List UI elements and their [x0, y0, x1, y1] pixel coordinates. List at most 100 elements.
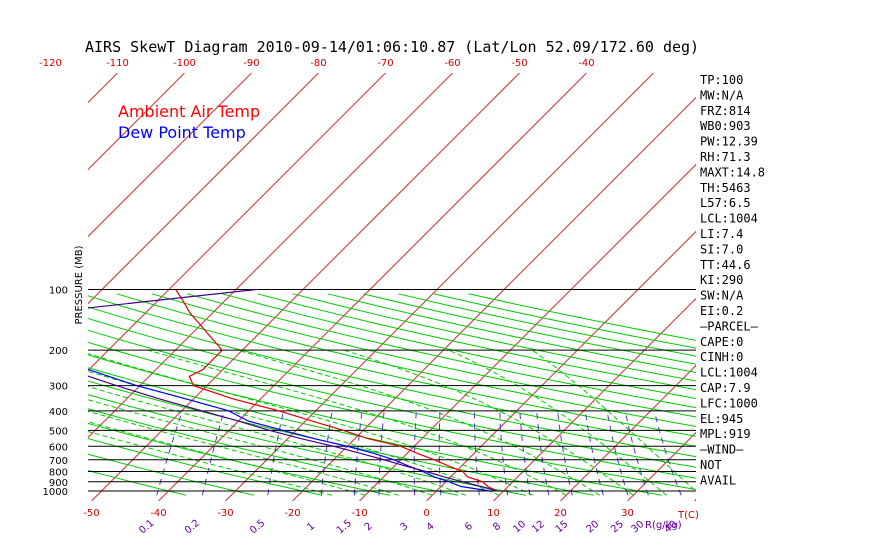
index-line: LCL:1004 [700, 212, 758, 226]
mixing-ratio-tick: 20 [585, 519, 602, 536]
isotherm-line [88, 73, 319, 305]
bottom-temp-tick: -30 [217, 508, 233, 519]
mixing-ratio-tick: 3 [398, 521, 410, 534]
index-line: LI:7.4 [700, 227, 743, 241]
dry-adiabat-line [88, 306, 696, 447]
dry-adiabat-line [88, 453, 255, 496]
index-line: —PARCEL— [700, 319, 759, 333]
dry-adiabat-line [88, 394, 526, 496]
index-line: WB0:903 [700, 119, 751, 133]
mixing-ratio-tick: 10 [511, 519, 528, 536]
dry-adiabat-line [88, 408, 459, 496]
dry-adiabat-line [88, 329, 696, 468]
mixing-ratio-tick: 6 [463, 521, 475, 534]
mixing-ratio-line [156, 410, 183, 496]
mixing-ratio-tick: 0.5 [248, 518, 267, 537]
legend-ambient-air-temp: Ambient Air Temp [118, 102, 260, 121]
isotherm-line [225, 73, 654, 501]
dry-adiabat-line [88, 470, 187, 496]
dry-adiabat-line [257, 293, 696, 391]
isotherm-line [493, 297, 696, 501]
index-line: MPL:919 [700, 427, 751, 441]
bottom-temp-tick: 30 [621, 508, 634, 519]
top-temperature-ticks: -120 -110 -100 -90 -80 -70 -60 -50 -40 [39, 58, 595, 69]
mixing-ratio-line [624, 410, 649, 496]
isotherm-line [829, 73, 870, 501]
legend: Ambient Air Temp Dew Point Temp [118, 102, 260, 142]
pressure-label: 100 [49, 286, 68, 297]
index-line: CINH:0 [700, 350, 743, 364]
index-line: TT:44.6 [700, 258, 751, 272]
dry-adiabat-line [186, 293, 696, 409]
index-line: L57:6.5 [700, 196, 751, 210]
bottom-temp-tick: -40 [150, 508, 166, 519]
isotherm-line [88, 73, 386, 372]
dry-adiabat-line [292, 293, 696, 382]
index-line: NOT [700, 458, 722, 472]
isobar-lines [88, 289, 696, 492]
series-parcel [88, 288, 497, 492]
background-grid [88, 73, 870, 501]
bottom-temp-tick: -20 [284, 508, 300, 519]
dry-adiabat-line [116, 293, 696, 427]
dry-adiabat-line [88, 317, 696, 458]
pressure-label: 800 [49, 467, 68, 478]
mixing-ratio-tick: 0.1 [137, 518, 156, 537]
isotherm-line [359, 163, 696, 501]
index-line: PW:12.39 [700, 135, 758, 149]
moist-adiabat-line [88, 421, 366, 496]
index-line: SW:N/A [700, 289, 744, 303]
index-line: MW:N/A [700, 88, 744, 102]
series-dew-point-temp [88, 368, 491, 492]
bottom-temp-tick: 10 [487, 508, 500, 519]
pressure-label: 500 [49, 426, 68, 437]
index-line: RH:71.3 [700, 150, 751, 164]
mixing-ratio-tick: 25 [609, 519, 626, 536]
moist-adiabat-line [448, 349, 668, 496]
mixing-ratio-line [202, 410, 225, 496]
mixing-ratio-axis-label: R(g/kg) [645, 520, 682, 531]
mixing-ratio-tick: 30 [630, 519, 647, 536]
top-temp-tick: -90 [243, 58, 259, 69]
isotherm-line [88, 73, 185, 171]
pressure-label: 200 [49, 346, 68, 357]
mixing-ratio-tick: 4 [425, 521, 437, 534]
dry-adiabat-line [88, 354, 696, 491]
dry-adiabat-line [88, 438, 323, 496]
mixing-ratio-line [557, 410, 573, 496]
moist-adiabat-line [343, 349, 634, 496]
mixing-ratio-tick: 12 [530, 519, 547, 536]
isotherm-line [91, 73, 520, 501]
top-temp-tick: -80 [310, 58, 326, 69]
top-temp-tick: -110 [106, 58, 129, 69]
pressure-label: 300 [49, 382, 68, 393]
x-axis-label: T(C) [677, 510, 699, 521]
dry-adiabat-line [151, 293, 696, 418]
moist-adiabat-line [88, 399, 433, 496]
top-temp-tick: -50 [511, 58, 527, 69]
pressure-label: 900 [49, 478, 68, 489]
moist-adiabat-line [147, 349, 567, 496]
series-dew-point-thick-segment [12, 325, 26, 346]
pressure-label: 700 [49, 456, 68, 467]
index-line: SI:7.0 [700, 242, 743, 256]
top-temp-tick: -40 [578, 58, 594, 69]
dry-adiabat-line [88, 295, 696, 437]
index-line: TP:100 [700, 73, 743, 87]
mixing-ratio-line [606, 410, 629, 496]
dry-adiabat-line [88, 341, 696, 479]
pressure-label: 600 [49, 442, 68, 453]
mixing-ratio-tick: 15 [554, 519, 571, 536]
index-line: MAXT:14.8 [700, 165, 765, 179]
moist-adiabat-line [88, 430, 332, 496]
dry-adiabat-line [222, 293, 696, 400]
bottom-temp-tick: -50 [83, 508, 99, 519]
index-line: TH:5463 [700, 181, 751, 195]
index-line: EI:0.2 [700, 304, 743, 318]
index-line: LCL:1004 [700, 366, 758, 380]
moist-adiabat-line [237, 349, 600, 496]
mixing-ratio-tick: 0.2 [183, 518, 202, 537]
dry-adiabat-line [327, 293, 696, 373]
